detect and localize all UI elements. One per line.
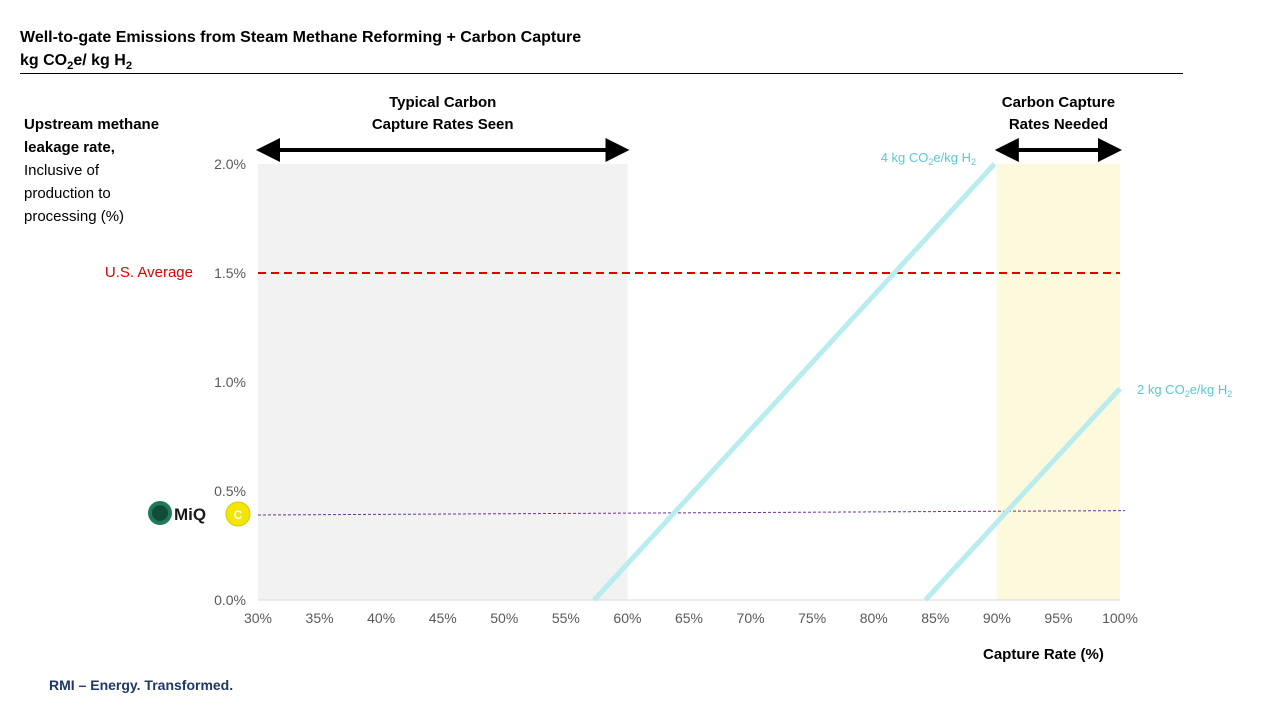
x-tick-label: 60% xyxy=(613,610,641,626)
y-tick-label: 1.0% xyxy=(214,374,246,390)
miq-logo-text: MiQ xyxy=(174,505,206,524)
title-divider xyxy=(20,73,1183,74)
x-tick-label: 55% xyxy=(552,610,580,626)
x-tick-label: 90% xyxy=(983,610,1011,626)
x-tick-label: 85% xyxy=(921,610,949,626)
chart-title-line1: Well-to-gate Emissions from Steam Methan… xyxy=(20,29,582,46)
chart-title: Well-to-gate Emissions from Steam Methan… xyxy=(20,26,581,78)
x-tick-label: 50% xyxy=(490,610,518,626)
x-tick-label: 80% xyxy=(860,610,888,626)
y-tick-label: 0.0% xyxy=(214,592,246,608)
miq-badge-text: C xyxy=(234,508,243,522)
y-tick-label: 1.5% xyxy=(214,265,246,281)
y-axis-title: Upstream methane leakage rate, Inclusive… xyxy=(24,116,160,225)
band-2-label-line1: Carbon Capture xyxy=(1002,94,1115,111)
band-2 xyxy=(996,164,1120,600)
y-tick-label: 0.5% xyxy=(214,483,246,499)
series-1-label: 4 kg CO2e/kg H2 xyxy=(881,150,976,167)
series-2-label: 2 kg CO2e/kg H2 xyxy=(1137,382,1232,399)
y-tick-label: 2.0% xyxy=(214,156,246,172)
x-tick-label: 45% xyxy=(429,610,457,626)
miq-line xyxy=(257,510,1126,516)
band-2-label-line2: Rates Needed xyxy=(1009,116,1108,133)
series-2-line xyxy=(923,386,1122,602)
series-1-line xyxy=(592,162,997,602)
us-average-label: U.S. Average xyxy=(105,264,193,281)
x-tick-label: 40% xyxy=(367,610,395,626)
band-1 xyxy=(258,164,628,600)
x-axis-title: Capture Rate (%) xyxy=(983,646,1104,663)
chart-title-line2: kg CO2e/ kg H2 xyxy=(20,52,133,73)
x-tick-label: 100% xyxy=(1102,610,1138,626)
band-1-label-line1: Typical Carbon xyxy=(389,94,496,111)
miq-logo: MiQ C xyxy=(148,501,251,527)
x-tick-label: 95% xyxy=(1044,610,1072,626)
footer-brand: RMI – Energy. Transformed. xyxy=(49,677,234,693)
x-tick-label: 35% xyxy=(306,610,334,626)
band-1-label-line2: Capture Rates Seen xyxy=(372,116,514,133)
x-tick-label: 75% xyxy=(798,610,826,626)
x-tick-label: 30% xyxy=(244,610,272,626)
x-tick-label: 70% xyxy=(737,610,765,626)
miq-badge-icon xyxy=(225,501,251,527)
x-tick-label: 65% xyxy=(675,610,703,626)
